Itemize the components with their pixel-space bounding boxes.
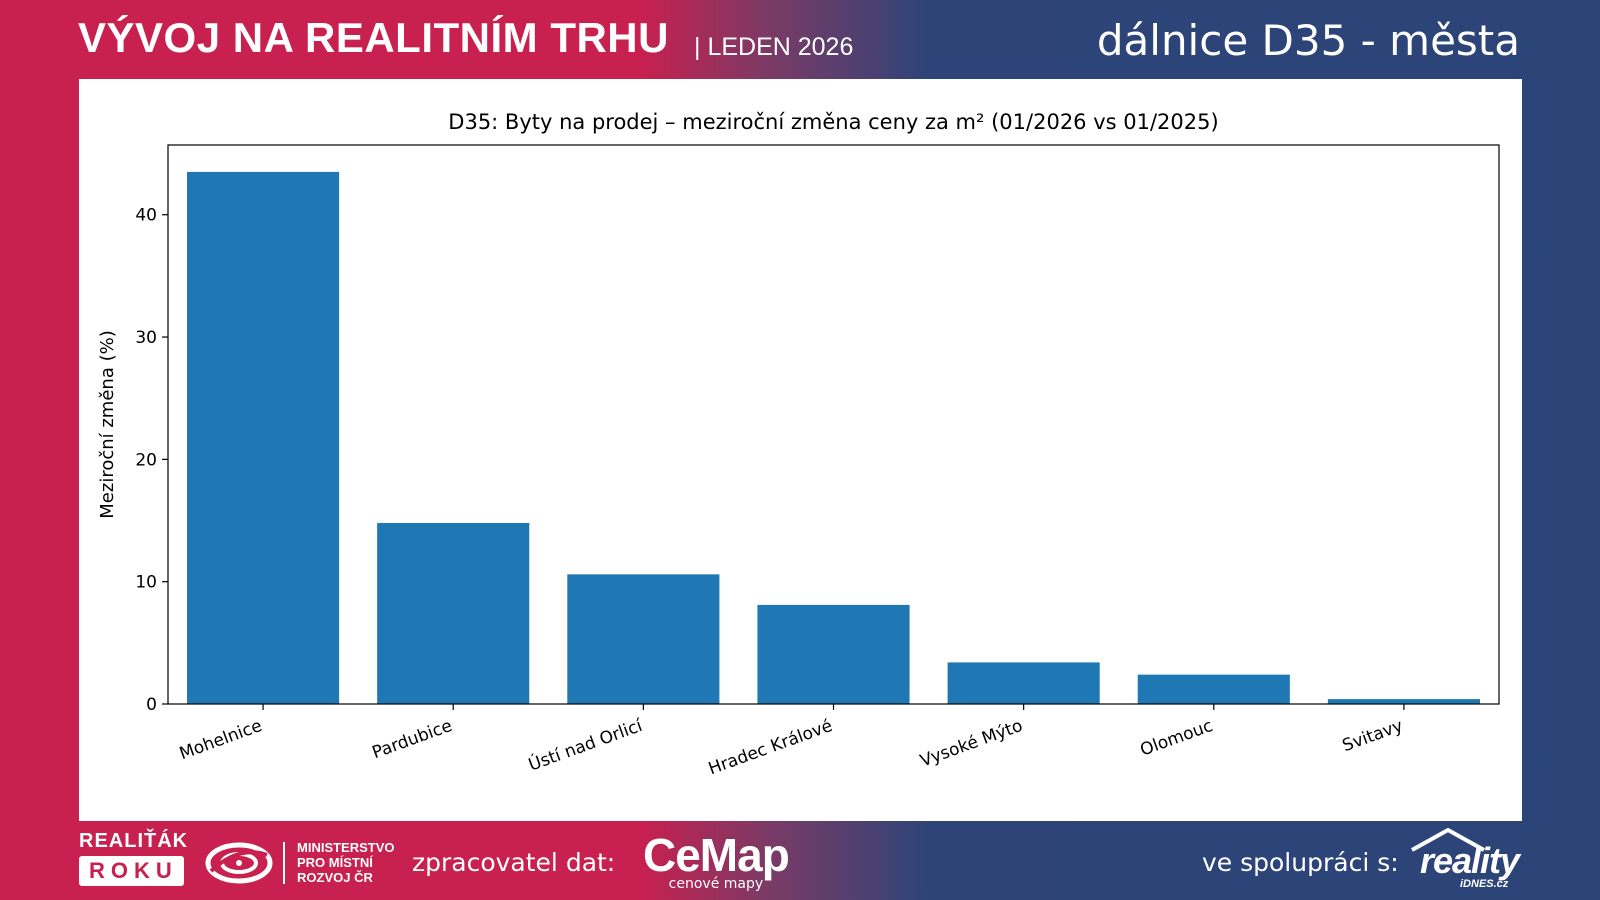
- x-tick-label-5: Vysoké Mýto: [918, 716, 1026, 772]
- chart-panel: D35: Byty na prodej – meziroční změna ce…: [79, 79, 1522, 821]
- bar-4: [757, 604, 910, 704]
- y-axis-label: Meziroční změna (%): [97, 330, 118, 518]
- cemap-logo: CeMap cenové mapy: [643, 829, 790, 892]
- bar-7: [1327, 699, 1480, 704]
- ministry-line-3: ROZVOJ ČR: [297, 870, 373, 885]
- ministry-divider: [283, 841, 285, 884]
- reality-logo-subtitle: iDNES.cz: [1460, 878, 1509, 890]
- y-tick-label-10: 10: [135, 573, 157, 593]
- partner-label: ve spolupráci s:: [1202, 848, 1399, 877]
- header: VÝVOJ NA REALITNÍM TRHU | LEDEN 2026 dál…: [0, 0, 1600, 80]
- bar-chart: D35: Byty na prodej – meziroční změna ce…: [97, 110, 1500, 779]
- bar-3: [567, 574, 720, 704]
- x-tick-label-3: Ústí nad Orlicí: [525, 714, 646, 776]
- bar-6: [1137, 674, 1290, 704]
- data-processor-label: zpracovatel dat:: [412, 848, 616, 877]
- page-title: VÝVOJ NA REALITNÍM TRHU: [78, 14, 669, 61]
- y-tick-label-20: 20: [135, 450, 157, 470]
- ministry-line-1: MINISTERSTVO: [297, 840, 395, 855]
- ministry-logo: MINISTERSTVO PRO MÍSTNÍ ROZVOJ ČR: [205, 840, 395, 885]
- x-tick-label-2: Pardubice: [370, 716, 455, 763]
- x-tick-label-6: Olomouc: [1138, 716, 1216, 761]
- bar-2: [377, 522, 530, 704]
- bar-1: [187, 171, 340, 704]
- realitak-roku-logo: REALIŤÁK ROKU: [79, 830, 188, 886]
- y-tick-label-0: 0: [146, 695, 157, 715]
- reality-idnes-logo: reality iDNES.cz: [1408, 826, 1523, 892]
- cemap-logo-name: CeMap: [643, 829, 790, 881]
- ministry-name: MINISTERSTVO PRO MÍSTNÍ ROZVOJ ČR: [297, 840, 395, 885]
- house-roof-icon: [1411, 828, 1485, 852]
- bar-5: [947, 662, 1100, 704]
- reality-logo-name: reality: [1420, 840, 1520, 881]
- footer: REALIŤÁK ROKU MINISTERSTVO PRO MÍSTNÍ RO…: [0, 822, 1600, 900]
- x-tick-label-4: Hradec Králové: [706, 716, 835, 779]
- realitak-logo-bottom: ROKU: [79, 856, 184, 886]
- page-subject: dálnice D35 - města: [1096, 16, 1520, 65]
- ministry-line-2: PRO MÍSTNÍ: [297, 855, 373, 870]
- ministry-emblem-icon: [205, 842, 273, 883]
- chart-title: D35: Byty na prodej – meziroční změna ce…: [448, 110, 1218, 134]
- y-tick-label-30: 30: [135, 328, 157, 348]
- x-tick-label-7: Svitavy: [1340, 716, 1406, 756]
- y-tick-label-40: 40: [135, 206, 157, 226]
- cemap-logo-subtitle: cenové mapy: [668, 876, 764, 892]
- x-tick-label-1: Mohelnice: [177, 716, 265, 764]
- page-date: | LEDEN 2026: [694, 33, 854, 61]
- realitak-logo-top: REALIŤÁK: [79, 830, 189, 852]
